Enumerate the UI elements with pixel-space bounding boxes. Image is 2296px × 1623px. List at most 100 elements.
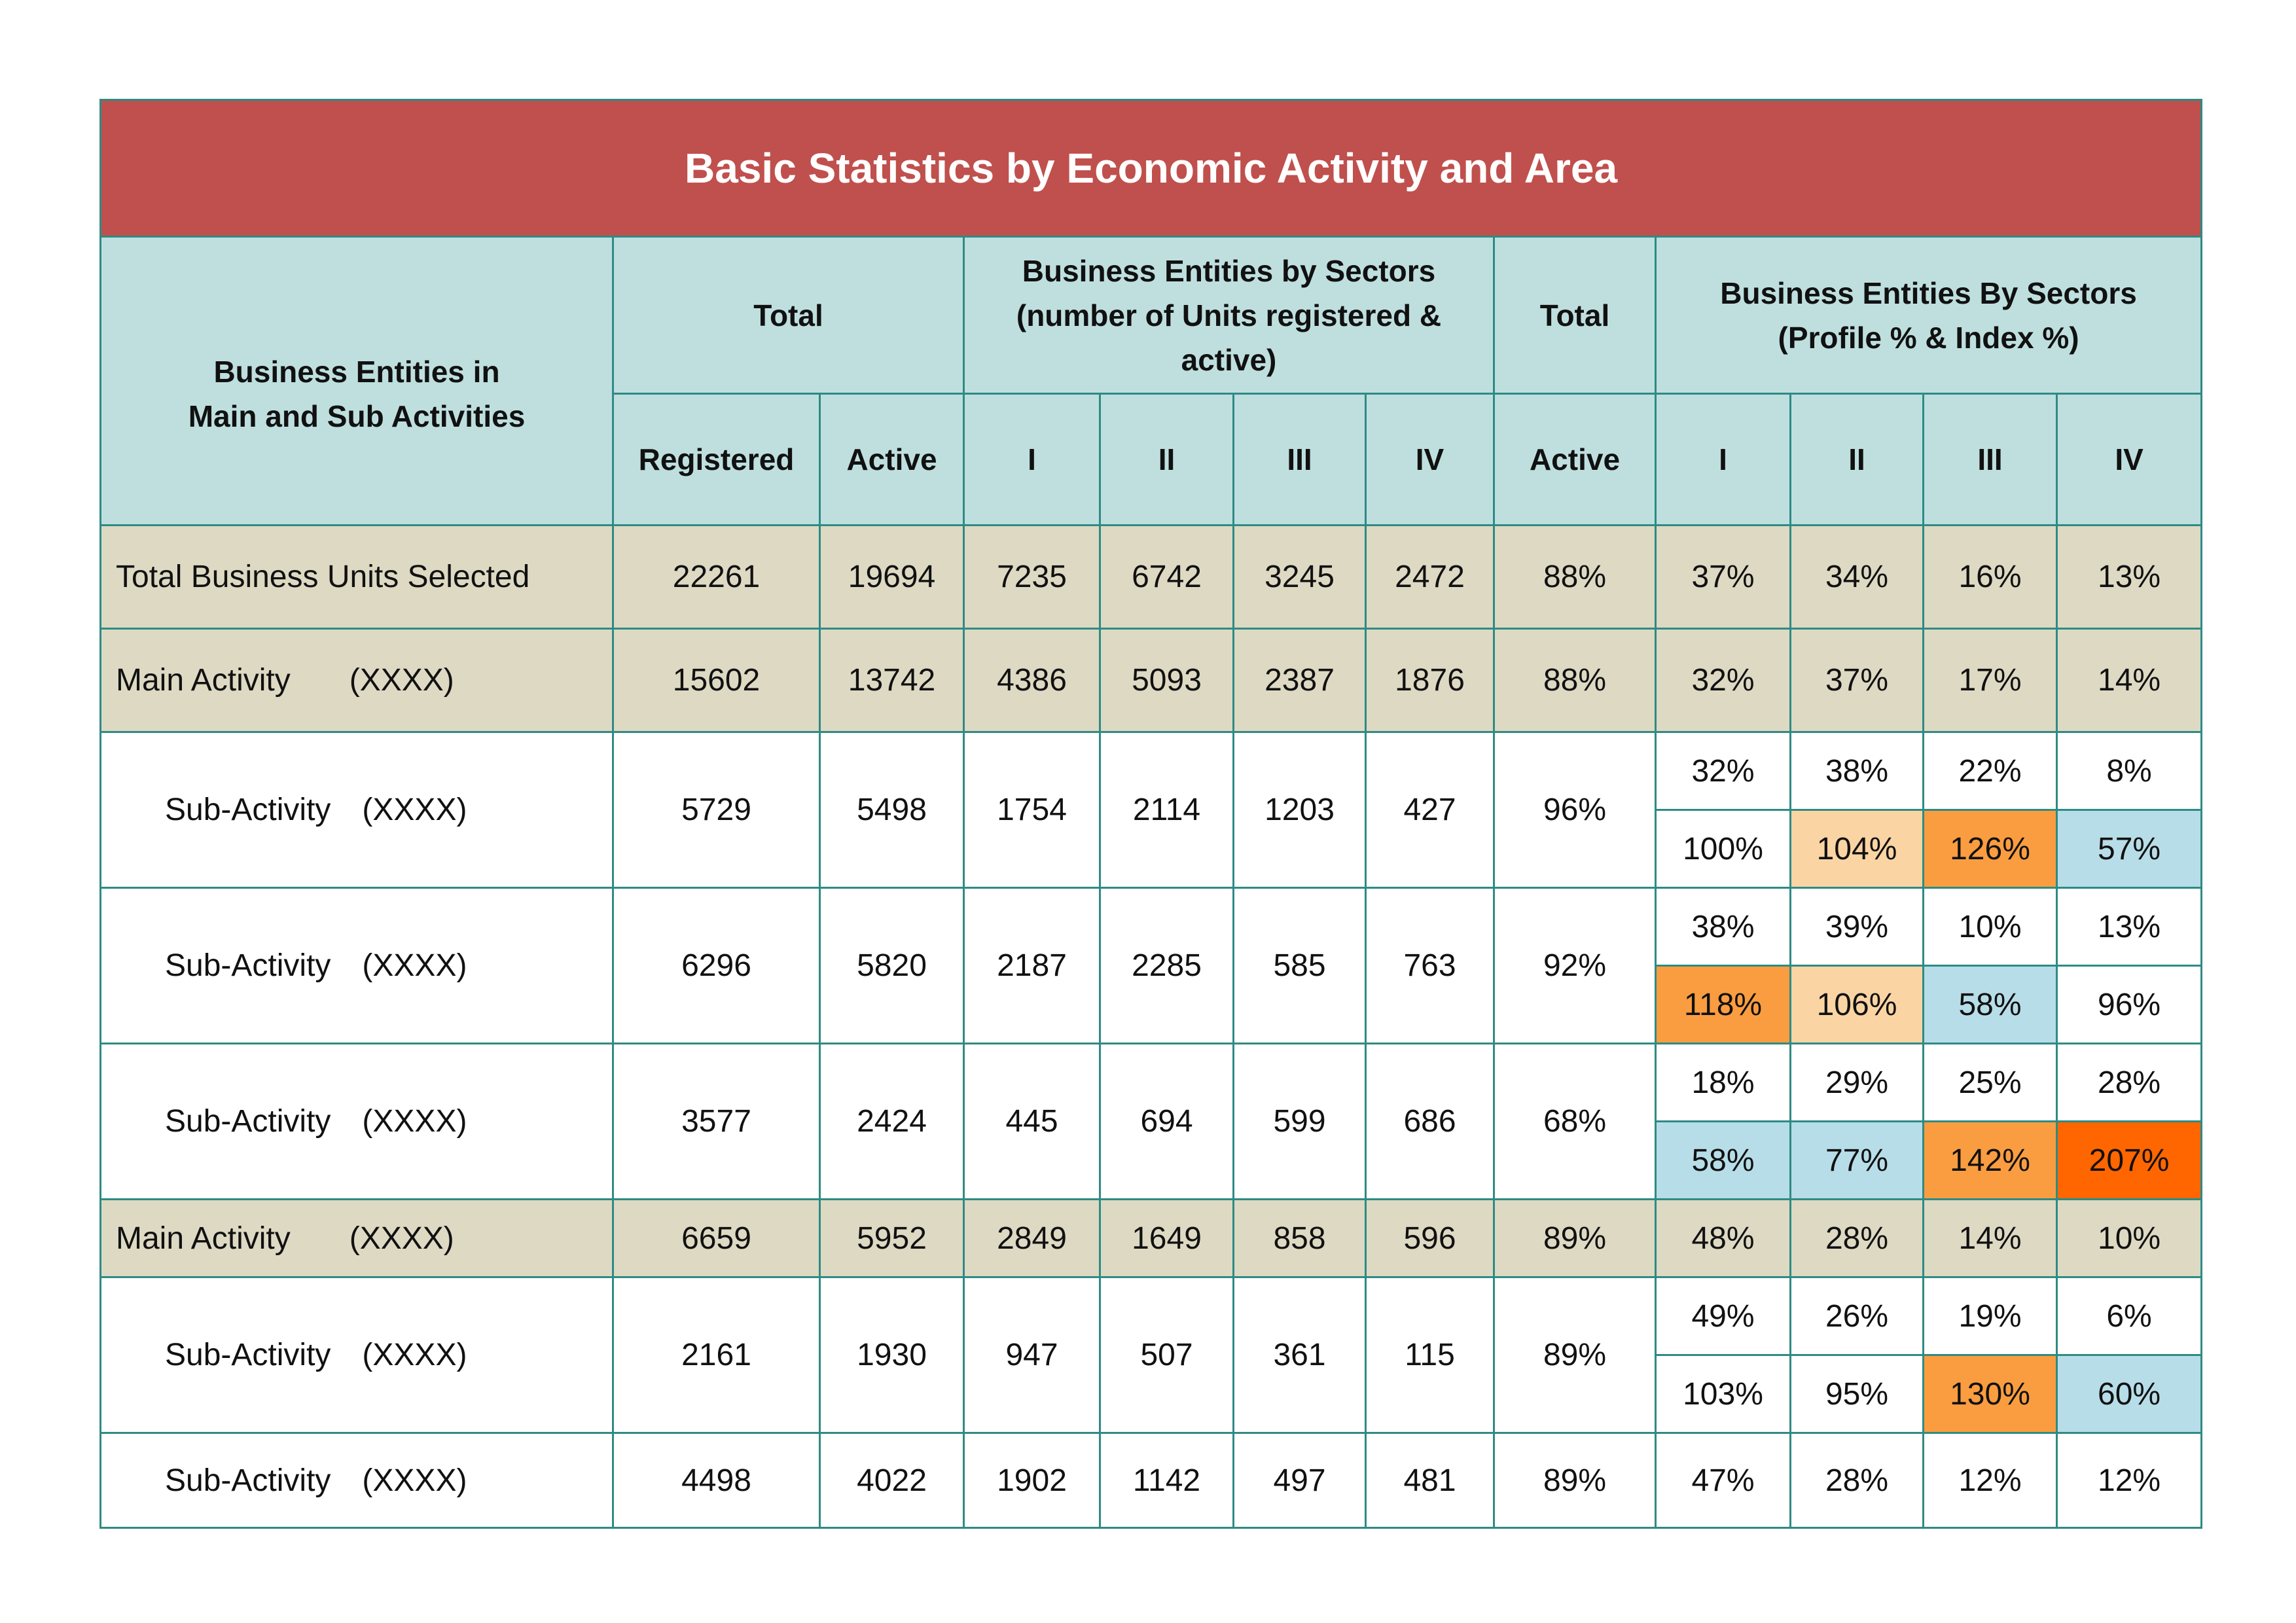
registered-cell: 2161 — [612, 1276, 821, 1434]
sectors-units-line2: (number of Units registered & — [1016, 298, 1442, 332]
profile-cell: 32% — [1655, 628, 1791, 733]
profile-cell: 37% — [1789, 628, 1924, 733]
registered-cell: 6659 — [612, 1198, 821, 1278]
profile-cell: 29% — [1789, 1043, 1924, 1122]
registered-cell: 6296 — [612, 887, 821, 1044]
sectors-profile-line2: (Profile % & Index %) — [1778, 320, 2079, 355]
profile-cell: 14% — [1922, 1198, 2058, 1278]
stats-table: Basic Statistics by Economic Activity an… — [99, 99, 2203, 1529]
active-cell: 5820 — [819, 887, 965, 1044]
table-row-sub-activity: Sub-Activity (XXXX) 4498 4022 1902 1142 4… — [99, 1432, 2203, 1529]
sector-cell: 1649 — [1099, 1198, 1234, 1278]
profile-cell: 34% — [1789, 524, 1924, 630]
sectors-units-line1: Business Entities by Sectors — [1022, 253, 1436, 288]
profile-cell: 22% — [1922, 731, 2058, 811]
sector-cell: 2472 — [1365, 524, 1495, 630]
active-pct-cell: 96% — [1493, 731, 1657, 889]
index-cell: 95% — [1789, 1354, 1924, 1434]
row-label: Total Business Units Selected — [99, 524, 614, 630]
active-pct-cell: 89% — [1493, 1198, 1657, 1278]
sector-cell: 4386 — [963, 628, 1101, 733]
index-cell: 103% — [1655, 1354, 1791, 1434]
index-cell: 100% — [1655, 809, 1791, 889]
sector-cell: 2187 — [963, 887, 1101, 1044]
sector-cell: 1203 — [1232, 731, 1367, 889]
registered-header: Registered — [612, 393, 821, 526]
table-row-sub-activity: Sub-Activity (XXXX) 3577 2424 445 694 599… — [99, 1043, 2203, 1200]
registered-cell: 22261 — [612, 524, 821, 630]
table-title: Basic Statistics by Economic Activity an… — [99, 99, 2203, 238]
index-cell: 106% — [1789, 965, 1924, 1044]
sector-cell: 2285 — [1099, 887, 1234, 1044]
total-header: Total — [612, 236, 965, 395]
sector-cell: 599 — [1232, 1043, 1367, 1200]
sector-cell: 507 — [1099, 1276, 1234, 1434]
profile-cell: 13% — [2055, 887, 2203, 967]
sector-cell: 1902 — [963, 1432, 1101, 1529]
profile-cell: 28% — [2055, 1043, 2203, 1122]
table-row-index: 118% 106% 58% 96% — [101, 965, 2203, 1044]
profile-cell: 10% — [1922, 887, 2058, 967]
profile-cell: 28% — [1789, 1198, 1924, 1278]
profile-cell: 14% — [2055, 628, 2203, 733]
active-cell: 5952 — [819, 1198, 965, 1278]
sector-IV-header: IV — [1365, 393, 1495, 526]
sector-cell: 947 — [963, 1276, 1101, 1434]
active-cell: 19694 — [819, 524, 965, 630]
sectors-units-header: Business Entities by Sectors (number of … — [963, 236, 1495, 395]
active-pct-cell: 68% — [1493, 1043, 1657, 1200]
profile-II-header: II — [1789, 393, 1924, 526]
row-label: Main Activity — [116, 663, 291, 698]
sector-III-header: III — [1232, 393, 1367, 526]
sector-cell: 596 — [1365, 1198, 1495, 1278]
row-code: (XXXX) — [349, 663, 454, 698]
profile-cell: 26% — [1789, 1276, 1924, 1356]
row-label: Sub-Activity — [165, 1338, 331, 1372]
profile-cell: 18% — [1655, 1043, 1791, 1122]
sector-cell: 585 — [1232, 887, 1367, 1044]
table-row-main-activity: Main Activity (XXXX) 15602 13742 4386 509… — [99, 628, 2203, 733]
row-label: Main Activity — [116, 1221, 291, 1256]
index-cell: 142% — [1922, 1120, 2058, 1200]
registered-cell: 3577 — [612, 1043, 821, 1200]
profile-IV-header: IV — [2055, 393, 2203, 526]
profile-cell: 32% — [1655, 731, 1791, 811]
profile-cell: 16% — [1922, 524, 2058, 630]
sector-cell: 1754 — [963, 731, 1101, 889]
active-cell: 5498 — [819, 731, 965, 889]
profile-cell: 8% — [2055, 731, 2203, 811]
active-cell: 13742 — [819, 628, 965, 733]
row-code: (XXXX) — [362, 948, 467, 983]
sector-cell: 481 — [1365, 1432, 1495, 1529]
profile-cell: 19% — [1922, 1276, 2058, 1356]
sector-cell: 7235 — [963, 524, 1101, 630]
sector-cell: 858 — [1232, 1198, 1367, 1278]
profile-cell: 47% — [1655, 1432, 1791, 1529]
profile-cell: 13% — [2055, 524, 2203, 630]
sector-cell: 115 — [1365, 1276, 1495, 1434]
index-cell: 58% — [1655, 1120, 1791, 1200]
active-pct-header: Active — [1493, 393, 1657, 526]
sector-cell: 1142 — [1099, 1432, 1234, 1529]
index-cell: 130% — [1922, 1354, 2058, 1434]
profile-cell: 12% — [2055, 1432, 2203, 1529]
row-code: (XXXX) — [362, 793, 467, 827]
profile-III-header: III — [1922, 393, 2058, 526]
profile-cell: 39% — [1789, 887, 1924, 967]
sector-cell: 2387 — [1232, 628, 1367, 733]
row-label-cell: Sub-Activity (XXXX) — [99, 1276, 614, 1434]
row-label: Sub-Activity — [165, 793, 331, 827]
entities-header-line1: Business Entities in — [213, 355, 500, 389]
sector-cell: 445 — [963, 1043, 1101, 1200]
sector-cell: 5093 — [1099, 628, 1234, 733]
registered-cell: 4498 — [612, 1432, 821, 1529]
row-label-cell: Sub-Activity (XXXX) — [99, 1432, 614, 1529]
registered-cell: 5729 — [612, 731, 821, 889]
table-row-total: Total Business Units Selected 22261 1969… — [99, 524, 2203, 630]
row-code: (XXXX) — [349, 1221, 454, 1256]
profile-cell: 25% — [1922, 1043, 2058, 1122]
row-label-cell: Sub-Activity (XXXX) — [99, 887, 614, 1044]
active-pct-cell: 88% — [1493, 628, 1657, 733]
sector-cell: 361 — [1232, 1276, 1367, 1434]
entities-header-line2: Main and Sub Activities — [188, 399, 526, 433]
